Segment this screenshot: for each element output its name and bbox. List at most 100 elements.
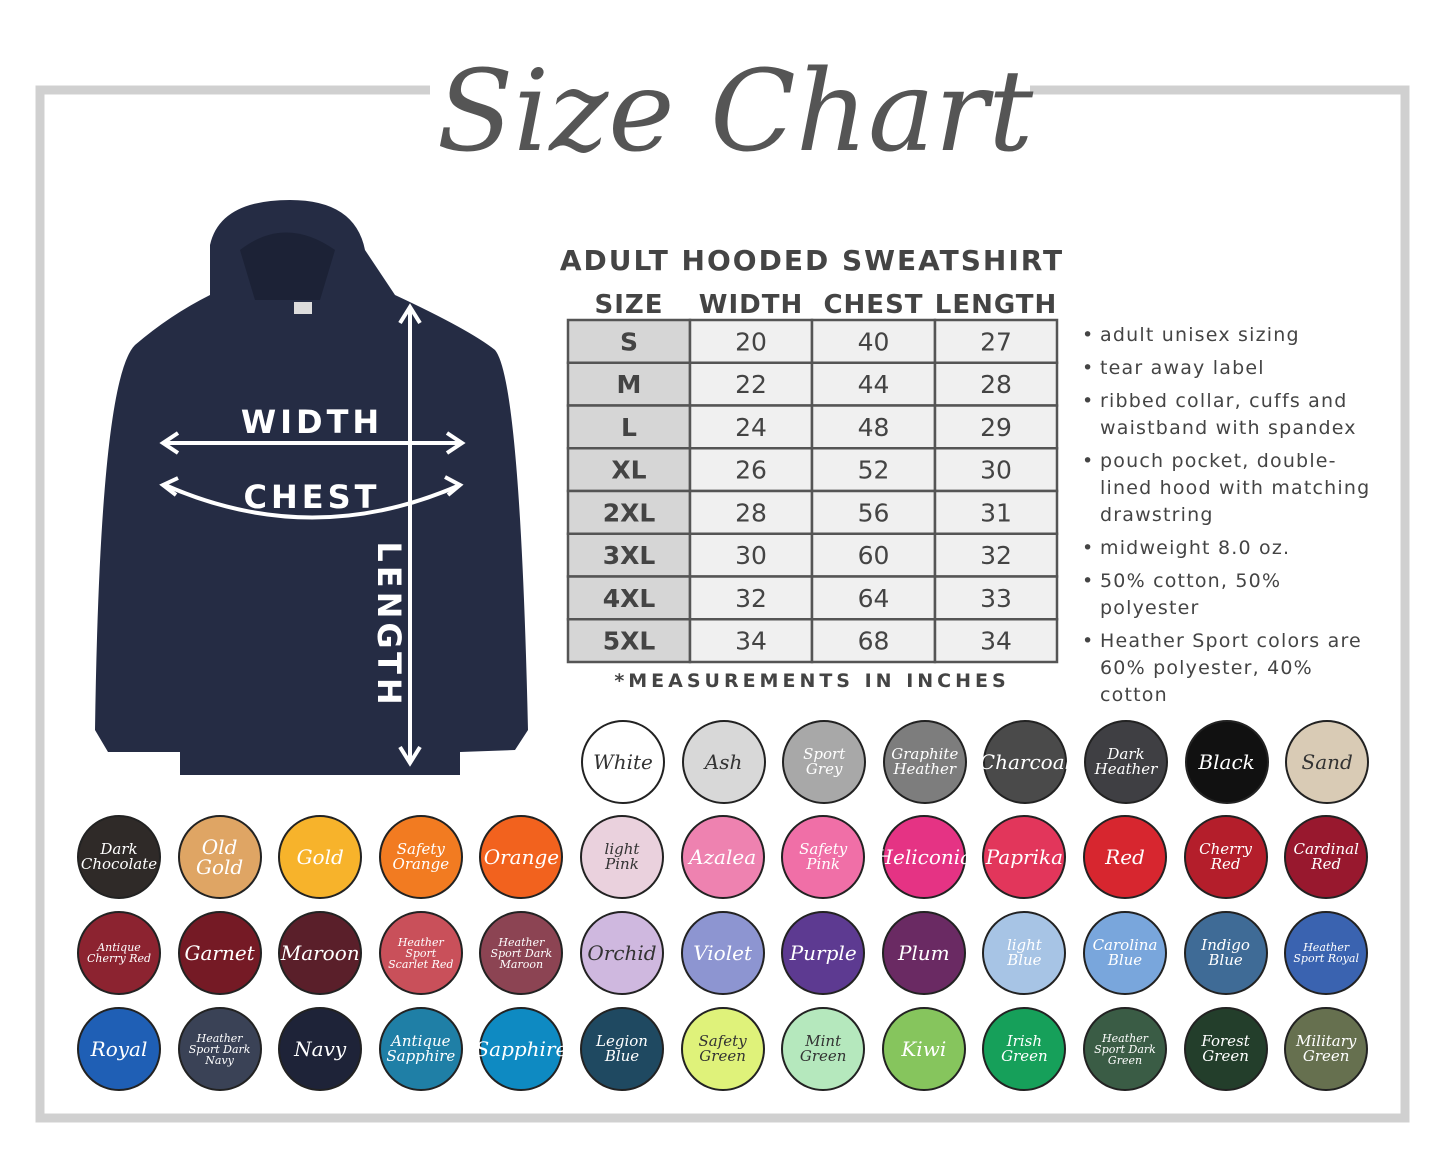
color-swatch: Safety Pink [781,815,866,899]
color-swatch: Forest Green [1183,1007,1268,1091]
feature: Heather Sport colors are 60% polyester, … [1082,628,1382,709]
value-cell: 28 [735,498,767,527]
value-cell: 34 [980,627,1012,656]
table-cell [566,618,692,664]
table-cell [933,318,1059,364]
value-cell: 29 [980,413,1012,442]
table-cell [566,361,692,407]
color-swatch: Irish Green [982,1007,1067,1091]
feature: tear away label [1082,355,1382,382]
feature: 50% cotton, 50% polyester [1082,568,1382,622]
value-cell: 26 [735,456,767,485]
column-header: CHEST [823,290,923,320]
feature: pouch pocket, double-lined hood with mat… [1082,448,1382,529]
hoodie [95,200,528,775]
color-swatch: Cardinal Red [1284,815,1369,899]
frame [35,85,1410,1123]
color-swatch: Military Green [1284,1007,1369,1091]
color-swatch: Dark Chocolate [77,815,161,899]
color-swatch: Antique Sapphire [378,1007,463,1091]
size-cell: 3XL [603,541,656,570]
color-swatch: Charcoal [980,720,1071,804]
color-swatch: Kiwi [881,1007,966,1091]
table-cell [933,404,1059,450]
feature: midweight 8.0 oz. [1082,535,1382,562]
measure-arrows [159,303,466,767]
table-cell [810,404,937,450]
size-cell: 5XL [603,627,656,656]
diagram-label: CHEST [244,478,381,516]
color-swatch: Garnet [177,911,262,995]
size-cell: L [621,413,637,442]
table-title: ADULT HOODED SWEATSHIRT [560,244,1064,277]
value-cell: 60 [858,541,890,570]
table-cell [688,361,814,407]
color-swatch: Ash [681,720,766,804]
color-swatch: Sport Grey [782,720,867,804]
value-cell: 24 [735,413,767,442]
table-cell [933,575,1059,621]
column-header: SIZE [594,290,663,320]
feature: ribbed collar, cuffs and waistband with … [1082,388,1382,442]
value-cell: 28 [980,370,1012,399]
color-swatch: Legion Blue [580,1007,664,1091]
color-swatch: Navy [278,1007,363,1091]
value-cell: 34 [735,627,767,656]
color-swatch: Sapphire [475,1007,567,1091]
color-swatch: Heliconia [876,815,972,899]
column-header: WIDTH [699,290,803,320]
table-cell [933,489,1059,535]
table-note: *MEASUREMENTS IN INCHES [614,670,1009,692]
color-swatch: light Blue [982,911,1067,995]
table-cell [566,318,692,364]
value-cell: 68 [858,627,890,656]
value-cell: 56 [858,498,890,527]
color-swatch: Safety Orange [378,815,463,899]
color-swatch: Heather Sport Dark Maroon [479,911,564,995]
color-swatch: Cherry Red [1183,815,1268,899]
color-swatch: Heather Sport Dark Navy [177,1007,262,1091]
color-swatch: Dark Heather [1084,720,1168,804]
color-swatch: Carolina Blue [1083,911,1167,995]
size-cell: 4XL [603,584,656,613]
color-swatch: Royal [77,1007,161,1091]
size-cell: XL [611,456,646,485]
color-swatch: Gold [278,815,363,899]
table-cell [933,618,1059,664]
value-cell: 44 [858,370,890,399]
color-swatch: Sand [1285,720,1370,804]
value-cell: 20 [735,327,767,356]
value-cell: 40 [858,327,890,356]
color-swatch: Safety Green [680,1007,765,1091]
diagram-label: LENGTH [370,541,408,708]
color-swatch: Orange [479,815,564,899]
table-cell [688,447,814,493]
value-cell: 64 [858,584,890,613]
value-cell: 32 [735,584,767,613]
value-cell: 31 [980,498,1012,527]
color-swatch: Plum [881,911,966,995]
value-cell: 22 [735,370,767,399]
value-cell: 52 [858,456,890,485]
size-cell: 2XL [603,498,656,527]
value-cell: 32 [980,541,1012,570]
color-swatch: Red [1083,815,1167,899]
color-swatch: Heather Sport Royal [1284,911,1369,995]
feature: adult unisex sizing [1082,322,1382,349]
value-cell: 30 [735,541,767,570]
color-swatch: Violet [680,911,765,995]
color-swatch: Paprika [982,815,1067,899]
page-title: Size Chart [437,47,1035,177]
size-cell: M [617,370,642,399]
color-swatch: Old Gold [177,815,262,899]
table-cell [933,532,1059,578]
color-swatch: light Pink [580,815,664,899]
column-header: LENGTH [935,290,1057,320]
color-swatch: Maroon [278,911,363,995]
color-swatch: Heather Sport Dark Green [1083,1007,1167,1091]
color-swatch: Heather Sport Scarlet Red [378,911,463,995]
feature-list: adult unisex sizing tear away label ribbed… [1082,322,1382,715]
color-swatch: Purple [781,911,866,995]
